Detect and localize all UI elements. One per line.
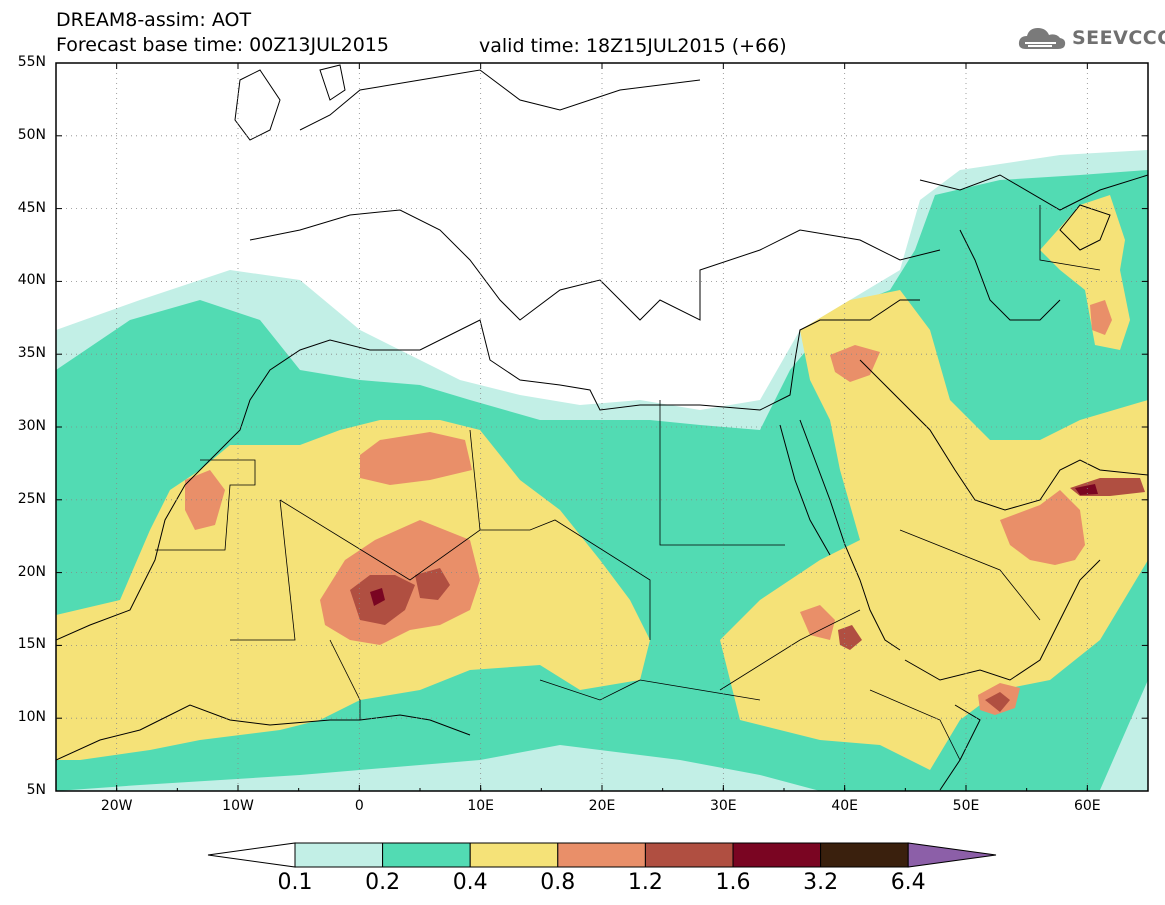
colorbar-swatch: [557, 842, 646, 868]
colorbar-swatch: [469, 842, 559, 868]
map-title: DREAM8-assim: AOT: [56, 9, 252, 31]
colorbar-swatch: [820, 842, 909, 868]
colorbar-label: 0.2: [365, 870, 401, 895]
colorbar-label: 0.1: [277, 870, 313, 895]
colorbar-label: 0.8: [540, 870, 576, 895]
aot-band-0.8: [800, 605, 835, 640]
colorbar-swatch: [732, 842, 822, 868]
lat-label: 20N: [17, 563, 46, 580]
aot-band-0.8: [185, 470, 225, 530]
lat-label: 50N: [17, 126, 46, 143]
forecast-base-time: Forecast base time: 00Z13JUL2015: [56, 34, 389, 56]
colorbar-high-arrow: [907, 842, 997, 868]
valid-time: valid time: 18Z15JUL2015 (+66): [479, 35, 787, 57]
lon-label: 10W: [222, 798, 254, 814]
colorbar: [207, 842, 997, 868]
lon-label: 40E: [831, 798, 858, 814]
aot-band-1.2: [838, 625, 862, 650]
lat-label: 45N: [17, 199, 46, 216]
colorbar-low-arrow: [207, 842, 296, 868]
cloud-icon: [1018, 28, 1066, 49]
lat-label: 5N: [26, 782, 46, 798]
colorbar-swatch: [644, 842, 734, 868]
colorbar-swatch: [294, 842, 384, 868]
lon-label: 0: [354, 798, 364, 814]
aot-band-0.8: [830, 345, 880, 382]
lon-label: 20W: [100, 798, 133, 814]
lat-label: 15N: [17, 636, 46, 653]
gridlines: [56, 63, 1148, 791]
colorbar-label: 6.4: [890, 870, 926, 895]
lon-label: 10E: [467, 798, 494, 814]
aot-band-1.2: [985, 692, 1010, 712]
lat-label: 25N: [17, 490, 46, 507]
aot-band-0.8: [360, 432, 472, 485]
logo-text: SEEVCCC: [1072, 27, 1165, 49]
colorbar-label: 1.2: [627, 870, 663, 895]
aot-band-1.6: [1075, 484, 1098, 495]
seevccc-logo: SEEVCCC: [1016, 22, 1165, 54]
aot-band-0.4: [720, 290, 1148, 770]
lon-label: 30E: [709, 798, 737, 814]
colorbar-label: 1.6: [715, 870, 751, 895]
aot-band-0.8: [1090, 300, 1112, 335]
aot-band-0.8: [1000, 490, 1085, 565]
coastlines: [56, 64, 1148, 791]
aot-band-1.6: [370, 588, 385, 606]
lat-label: 55N: [17, 54, 46, 70]
colorbar-label: 0.4: [452, 870, 488, 895]
colorbar-label: 3.2: [803, 870, 839, 895]
lon-label: 20E: [588, 798, 616, 814]
lon-label: 60E: [1073, 798, 1101, 814]
lon-label: 50E: [952, 798, 980, 814]
axis-ticks: [55, 62, 1149, 792]
lat-label: 40N: [17, 272, 46, 289]
lat-label: 10N: [17, 709, 46, 726]
colorbar-swatch: [382, 842, 471, 868]
country-borders: [155, 205, 1101, 761]
lat-label: 35N: [17, 345, 46, 362]
lat-label: 30N: [17, 418, 46, 434]
aot-band-1.2: [415, 568, 450, 600]
